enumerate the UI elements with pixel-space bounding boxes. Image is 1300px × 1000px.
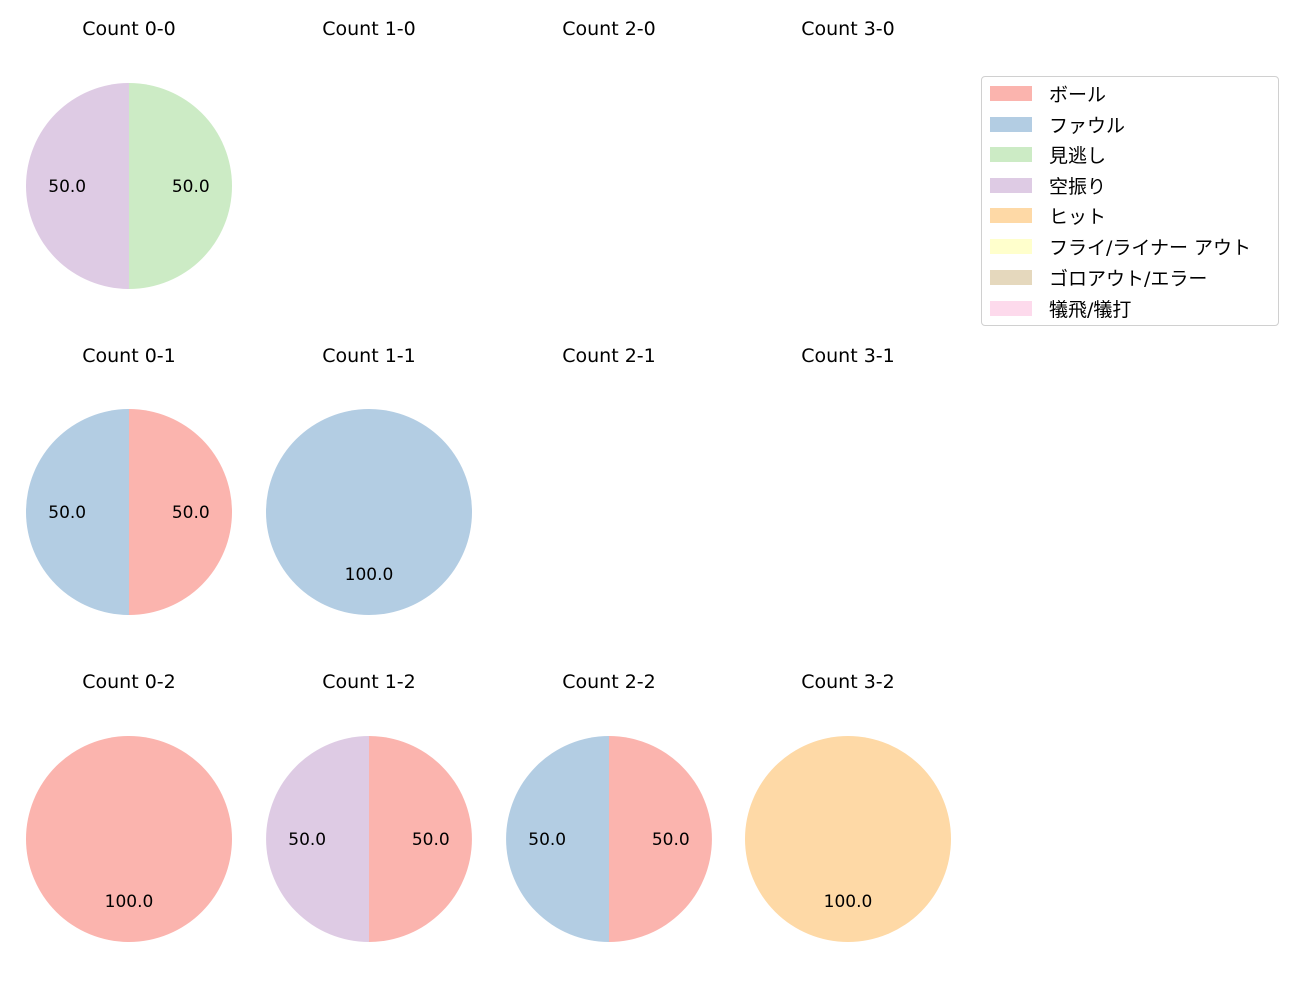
legend-swatch-fly-liner-out bbox=[990, 238, 1032, 254]
legend-label: ゴロアウト/エラー bbox=[1049, 267, 1208, 290]
legend-swatch-called-strike bbox=[990, 146, 1032, 162]
pie-slice-label: 50.0 bbox=[528, 830, 566, 850]
legend: ボール ファウル 見逃し 空振り ヒット フライ/ライナー アウト ゴロアウト/… bbox=[981, 76, 1279, 326]
pie-slice-label: 50.0 bbox=[48, 177, 86, 197]
pie-count-2-1: Count 2-1 bbox=[562, 345, 656, 367]
pie-count-2-2: Count 2-2 50.0 50.0 bbox=[506, 671, 712, 942]
legend-label: ヒット bbox=[1049, 205, 1107, 228]
legend-item-sacrifice: 犠飛/犠打 bbox=[990, 295, 1131, 321]
pie-title: Count 3-0 bbox=[801, 18, 895, 40]
pie-slice-label: 50.0 bbox=[412, 830, 450, 850]
pie-slice bbox=[26, 736, 232, 942]
legend-label: 見逃し bbox=[1049, 144, 1107, 167]
pie-slice bbox=[745, 736, 951, 942]
pie-count-0-1: Count 0-1 50.0 50.0 bbox=[26, 345, 232, 615]
pie-slice bbox=[129, 83, 232, 289]
pie-count-3-2: Count 3-2 100.0 bbox=[745, 671, 951, 942]
legend-swatch-foul bbox=[990, 116, 1032, 132]
legend-item-swinging-strike: 空振り bbox=[990, 172, 1106, 198]
pie-title: Count 2-1 bbox=[562, 345, 656, 367]
pie-slice bbox=[609, 736, 712, 942]
legend-label: ボール bbox=[1049, 83, 1107, 106]
pie-title: Count 1-2 bbox=[322, 671, 416, 693]
pie-slice-label: 50.0 bbox=[172, 177, 210, 197]
pie-title: Count 3-2 bbox=[801, 671, 895, 693]
legend-swatch-ball bbox=[990, 85, 1032, 101]
pie-count-2-0: Count 2-0 bbox=[562, 18, 656, 40]
legend-label: フライ/ライナー アウト bbox=[1049, 236, 1252, 259]
pie-slice-label: 50.0 bbox=[288, 830, 326, 850]
pie-slice-label: 100.0 bbox=[345, 565, 394, 585]
pie-title: Count 2-2 bbox=[562, 671, 656, 693]
legend-item-foul: ファウル bbox=[990, 111, 1125, 137]
legend-item-fly-liner-out: フライ/ライナー アウト bbox=[990, 233, 1251, 259]
legend-label: 空振り bbox=[1049, 175, 1107, 198]
pie-slice-label: 100.0 bbox=[824, 892, 873, 912]
pie-count-0-2: Count 0-2 100.0 bbox=[26, 671, 232, 942]
pie-slice bbox=[26, 409, 129, 615]
pie-title: Count 0-0 bbox=[82, 18, 176, 40]
pie-count-0-0: Count 0-0 50.0 50.0 bbox=[26, 18, 232, 289]
pie-slice bbox=[129, 409, 232, 615]
pie-slice-label: 100.0 bbox=[105, 892, 154, 912]
legend-item-ball: ボール bbox=[990, 80, 1106, 106]
pie-slice-label: 50.0 bbox=[172, 503, 210, 523]
legend-item-hit: ヒット bbox=[990, 202, 1106, 228]
pie-count-3-0: Count 3-0 bbox=[801, 18, 895, 40]
legend-item-called-strike: 見逃し bbox=[990, 141, 1106, 167]
pie-title: Count 0-2 bbox=[82, 671, 176, 693]
pie-slice-label: 50.0 bbox=[652, 830, 690, 850]
pie-title: Count 1-0 bbox=[322, 18, 416, 40]
pie-title: Count 2-0 bbox=[562, 18, 656, 40]
pie-count-1-1: Count 1-1 100.0 bbox=[266, 345, 472, 615]
pie-title: Count 3-1 bbox=[801, 345, 895, 367]
pie-title: Count 0-1 bbox=[82, 345, 176, 367]
legend-item-groundout-error: ゴロアウト/エラー bbox=[990, 264, 1207, 290]
legend-swatch-swinging-strike bbox=[990, 177, 1032, 193]
pie-count-1-2: Count 1-2 50.0 50.0 bbox=[266, 671, 472, 942]
pie-slice bbox=[266, 736, 369, 942]
pie-count-1-0: Count 1-0 bbox=[322, 18, 416, 40]
pie-slice-label: 50.0 bbox=[48, 503, 86, 523]
legend-swatch-groundout-error bbox=[990, 269, 1032, 285]
pie-slice bbox=[506, 736, 609, 942]
pie-slice bbox=[26, 83, 129, 289]
pie-count-3-1: Count 3-1 bbox=[801, 345, 895, 367]
legend-swatch-sacrifice bbox=[990, 300, 1032, 316]
legend-swatch-hit bbox=[990, 207, 1032, 223]
pie-title: Count 1-1 bbox=[322, 345, 416, 367]
pie-slice bbox=[369, 736, 472, 942]
legend-label: ファウル bbox=[1049, 114, 1126, 137]
legend-label: 犠飛/犠打 bbox=[1049, 298, 1132, 321]
pie-slice bbox=[266, 409, 472, 615]
